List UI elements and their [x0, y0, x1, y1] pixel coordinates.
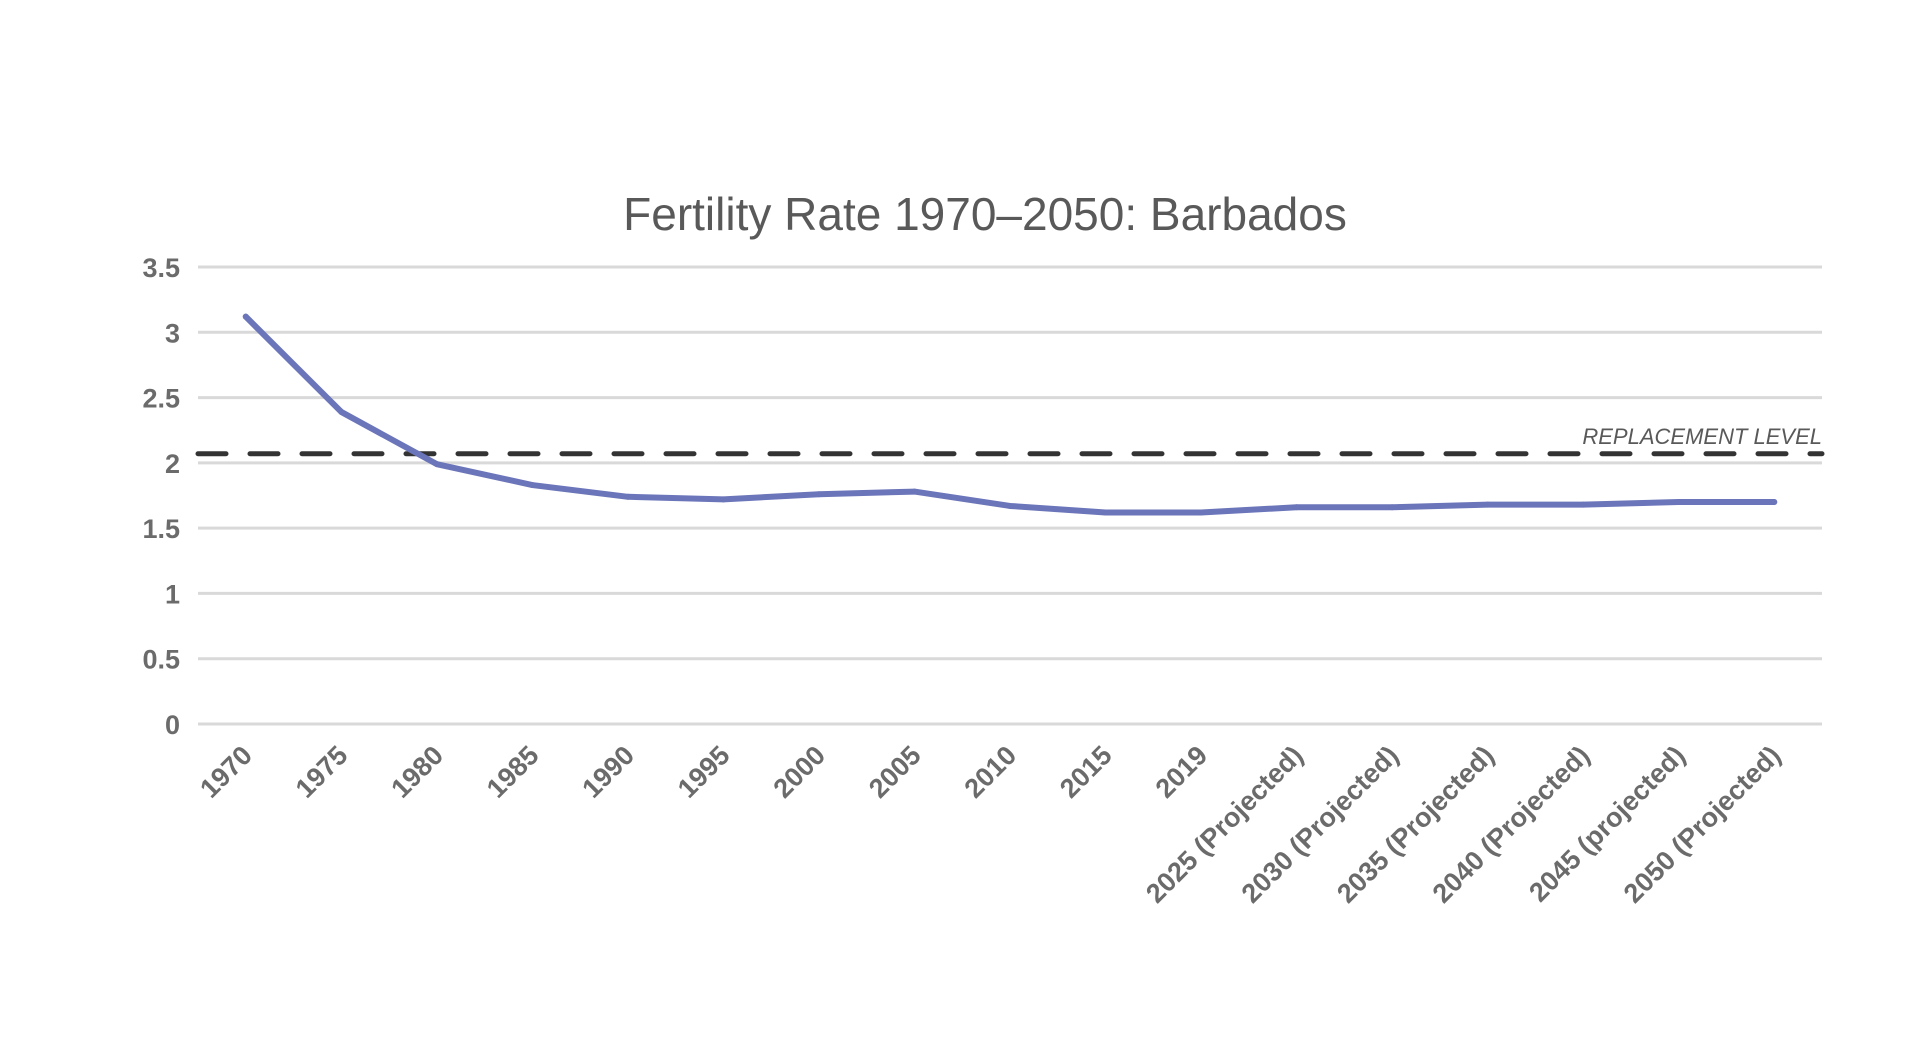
data-point-2015	[1102, 509, 1109, 516]
x-tick-label: 1985	[481, 740, 545, 804]
y-tick-label: 3	[165, 318, 180, 348]
y-tick-label: 1.5	[142, 514, 180, 544]
chart-title: Fertility Rate 1970–2050: Barbados	[623, 188, 1347, 240]
data-point-2030	[1389, 504, 1396, 511]
data-point-1990	[624, 493, 631, 500]
x-tick-label: 2010	[959, 740, 1023, 804]
y-tick-label: 0	[165, 710, 180, 740]
y-tick-label: 2	[165, 449, 180, 479]
x-tick-label: 2015	[1054, 740, 1118, 804]
data-point-2035	[1484, 501, 1491, 508]
x-tick-label: 1980	[385, 740, 449, 804]
replacement-level-label: REPLACEMENT LEVEL	[1582, 424, 1822, 449]
data-point-2045	[1675, 499, 1682, 506]
x-tick-label: 2005	[863, 740, 927, 804]
x-tick-label: 1970	[194, 740, 258, 804]
data-point-2050	[1771, 499, 1778, 506]
y-tick-label: 3.5	[142, 253, 180, 283]
x-tick-label: 1975	[290, 740, 354, 804]
x-tick-label: 2000	[767, 740, 831, 804]
data-point-1975	[338, 408, 345, 415]
data-point-2005	[911, 488, 918, 495]
fertility-rate-line	[242, 313, 1778, 516]
data-point-2040	[1580, 501, 1587, 508]
data-point-2019	[1198, 509, 1205, 516]
data-point-2010	[1007, 502, 1013, 509]
data-point-1985	[529, 482, 536, 489]
x-tick-label: 1990	[576, 740, 640, 804]
x-tick-label: 1995	[672, 740, 736, 804]
data-point-2025	[1293, 504, 1300, 511]
y-tick-label: 2.5	[142, 384, 180, 414]
data-point-1995	[720, 496, 727, 503]
y-tick-label: 1	[165, 579, 180, 609]
data-point-1970	[242, 313, 249, 320]
data-point-1980	[433, 461, 440, 468]
x-tick-label: 2019	[1150, 740, 1214, 804]
data-point-2000	[815, 491, 822, 498]
y-tick-label: 0.5	[142, 645, 180, 675]
